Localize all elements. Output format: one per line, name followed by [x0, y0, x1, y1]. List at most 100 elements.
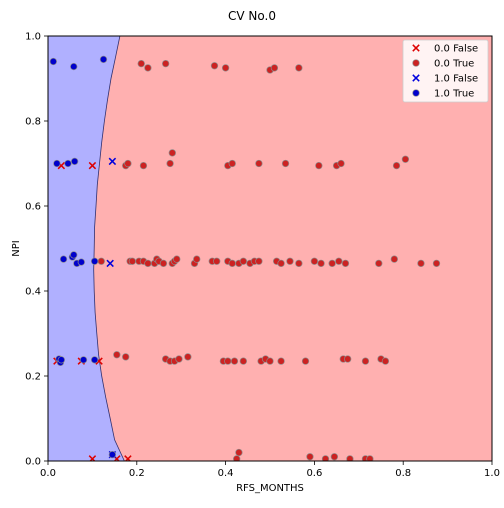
data-point-series-1: [166, 159, 174, 168]
legend-entry: 1.0 True: [412, 89, 474, 100]
legend-label: 0.0 False: [434, 44, 478, 55]
y-axis-label: NPI: [11, 240, 22, 256]
data-point-series-0: [88, 455, 97, 461]
data-point-series-1: [346, 455, 354, 461]
data-point-series-2: [108, 157, 117, 166]
data-point-series-1: [239, 257, 248, 265]
data-point-series-1: [128, 257, 137, 265]
data-point-series-3: [57, 356, 65, 364]
data-point-series-1: [295, 259, 303, 268]
data-point-series-1: [233, 455, 241, 461]
data-point-series-1: [286, 257, 294, 265]
data-point-series-3: [70, 251, 78, 259]
data-point-series-3: [90, 257, 99, 265]
data-point-series-1: [328, 259, 336, 268]
x-tick-label: 1.0: [484, 468, 500, 479]
data-point-series-1: [366, 455, 374, 461]
data-point-series-1: [159, 259, 168, 268]
data-point-series-1: [228, 259, 236, 268]
chart-title: CV No.0: [228, 9, 276, 23]
data-point-series-1: [337, 159, 345, 168]
legend-marker: [412, 74, 420, 82]
region-class-0: [48, 36, 492, 461]
legend-entry: 0.0 False: [412, 44, 478, 55]
data-point-series-1: [310, 257, 319, 265]
legend-marker: [412, 59, 420, 67]
data-point-series-1: [277, 357, 285, 365]
data-point-series-1: [230, 357, 239, 365]
data-point-series-3: [77, 258, 85, 266]
data-point-series-3: [70, 62, 78, 71]
data-point-series-3: [70, 157, 79, 166]
legend-entry: 0.0 True: [412, 59, 474, 70]
y-tick-label: 0.8: [25, 117, 41, 128]
data-point-series-1: [122, 353, 130, 361]
x-axis-label: RFS_MONTHS: [236, 483, 304, 494]
data-point-series-1: [381, 357, 390, 365]
decision-boundary: [93, 36, 125, 461]
data-point-series-1: [401, 155, 410, 163]
data-point-series-0: [124, 455, 132, 461]
data-point-series-1: [224, 357, 232, 365]
data-point-series-3: [59, 255, 68, 263]
legend-marker: [412, 89, 420, 97]
data-point-series-1: [124, 159, 132, 168]
data-point-series-1: [113, 351, 121, 359]
legend-label: 1.0 True: [434, 89, 474, 100]
legend-marker: [412, 44, 420, 52]
data-point-series-1: [281, 159, 290, 168]
legend-label: 1.0 False: [434, 74, 478, 85]
legend-box: [402, 39, 489, 103]
legend: 0.0 False 0.0 True 1.0 False 1.0 True: [402, 39, 489, 103]
data-point-series-1: [295, 64, 303, 72]
data-point-series-1: [213, 257, 221, 265]
y-tick-label: 0.0: [25, 457, 41, 468]
data-point-series-3: [108, 450, 117, 459]
data-point-series-1: [277, 259, 285, 268]
x-axis: 0.0 0.2 0.4 0.6 0.8 1.0: [40, 461, 500, 479]
data-point-series-1: [239, 357, 248, 365]
data-point-series-1: [139, 161, 148, 170]
data-point-series-1: [321, 455, 330, 461]
data-point-series-1: [361, 357, 370, 365]
x-tick-label: 0.8: [395, 468, 411, 479]
data-point-series-3: [53, 159, 61, 168]
data-point-series-1: [184, 353, 192, 361]
plot-frame: [47, 35, 493, 462]
data-point-series-1: [344, 355, 352, 363]
data-point-series-1: [162, 59, 170, 68]
data-point-series-0: [88, 161, 97, 170]
data-point-series-1: [266, 357, 274, 365]
data-point-series-1: [432, 259, 441, 268]
data-point-series-1: [173, 255, 181, 263]
data-point-series-1: [193, 255, 201, 263]
data-point-series-1: [330, 453, 339, 461]
data-point-series-3: [49, 57, 57, 66]
x-tick-label: 0.6: [306, 468, 322, 479]
region-class-1: [48, 36, 125, 461]
points-layer: [49, 55, 441, 461]
data-point-series-1: [270, 64, 279, 72]
y-tick-label: 0.2: [25, 372, 41, 383]
x-tick-label: 0.2: [129, 468, 145, 479]
data-point-series-3: [64, 159, 72, 168]
data-point-series-2: [106, 259, 114, 268]
data-point-series-1: [341, 259, 350, 268]
y-axis: 0.0 0.2 0.4 0.6 0.8 1.0: [25, 32, 48, 468]
data-point-series-1: [392, 161, 401, 170]
data-point-series-1: [317, 259, 325, 268]
data-point-series-3: [90, 356, 99, 364]
y-tick-label: 1.0: [25, 32, 41, 43]
data-point-series-1: [175, 355, 183, 363]
data-point-series-1: [301, 357, 310, 365]
data-point-series-1: [168, 149, 176, 157]
data-point-series-1: [335, 257, 343, 265]
data-point-series-1: [221, 64, 230, 72]
data-point-series-1: [144, 259, 152, 268]
data-point-series-1: [255, 159, 263, 168]
data-point-series-1: [390, 255, 398, 263]
data-point-series-3: [79, 356, 88, 364]
data-point-series-1: [137, 59, 145, 68]
data-point-series-1: [315, 161, 323, 170]
